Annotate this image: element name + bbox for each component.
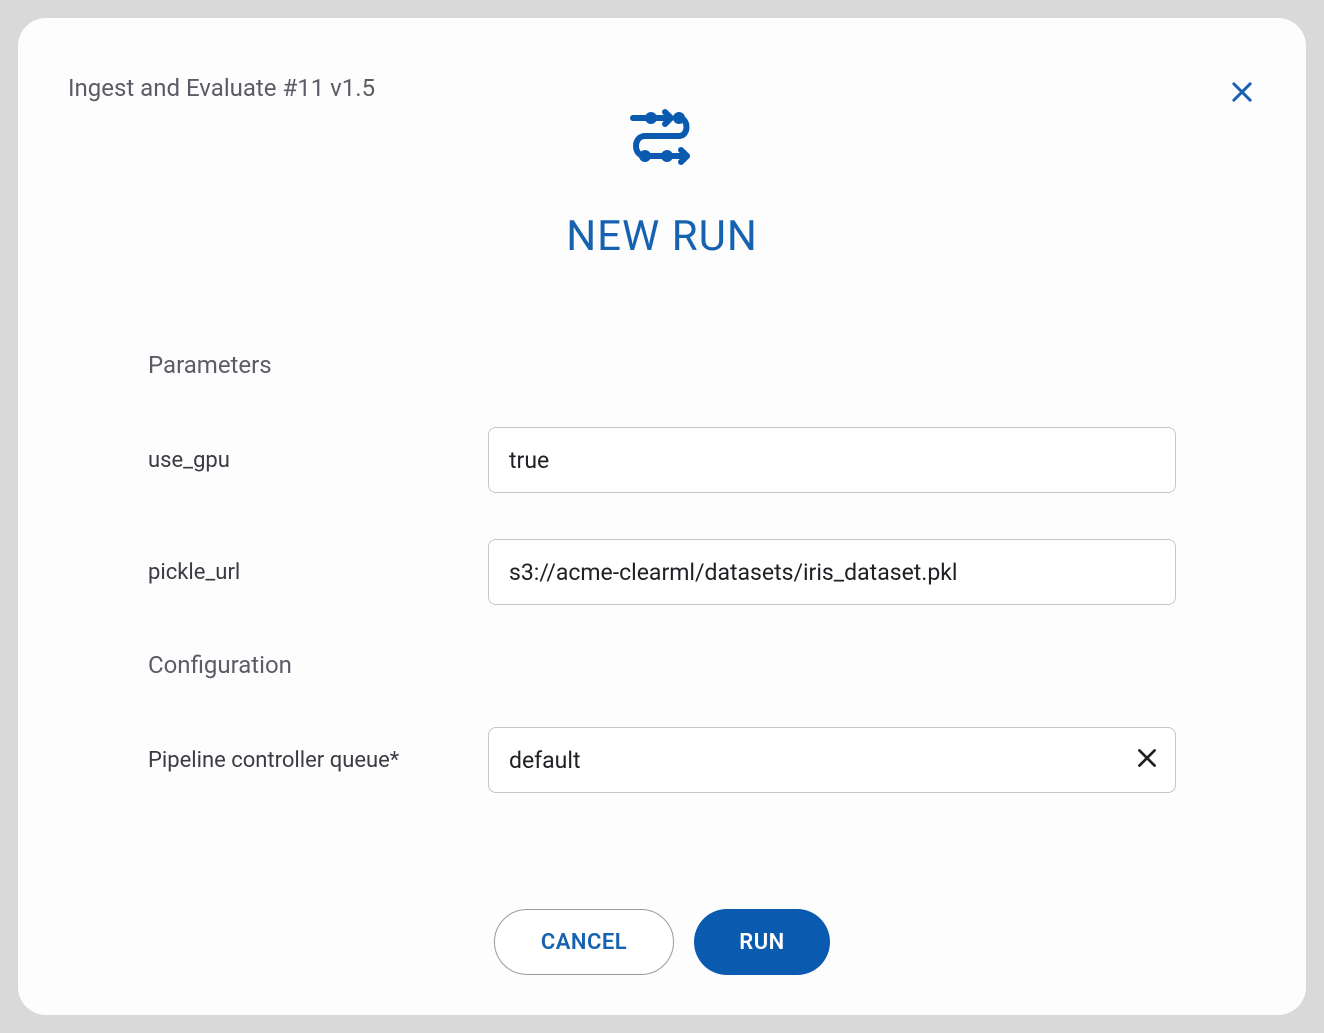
close-button[interactable] — [1228, 78, 1256, 110]
use-gpu-input[interactable] — [488, 427, 1176, 493]
modal-footer: CANCEL RUN — [68, 869, 1256, 975]
pickle-url-input-wrap — [488, 539, 1176, 605]
form-row-use-gpu: use_gpu — [148, 427, 1176, 493]
cancel-button[interactable]: CANCEL — [494, 909, 674, 975]
pickle-url-label: pickle_url — [148, 560, 488, 585]
parameters-section-header: Parameters — [148, 351, 1176, 379]
pipeline-subtitle: Ingest and Evaluate #11 v1.5 — [68, 74, 375, 102]
run-button[interactable]: RUN — [694, 909, 830, 975]
new-run-modal: Ingest and Evaluate #11 v1.5 NEW RUN Par… — [18, 18, 1306, 1015]
clear-queue-button[interactable] — [1134, 745, 1160, 775]
form-row-pipeline-queue: Pipeline controller queue* — [148, 727, 1176, 793]
pickle-url-input[interactable] — [488, 539, 1176, 605]
pipeline-icon — [627, 106, 697, 172]
use-gpu-label: use_gpu — [148, 448, 488, 473]
form-body: Parameters use_gpu pickle_url Configurat… — [68, 351, 1256, 869]
configuration-section-header: Configuration — [148, 651, 1176, 679]
modal-header: Ingest and Evaluate #11 v1.5 NEW RUN — [68, 68, 1256, 261]
use-gpu-input-wrap — [488, 427, 1176, 493]
pipeline-queue-input[interactable] — [488, 727, 1176, 793]
close-icon — [1228, 78, 1256, 106]
clear-icon — [1134, 745, 1160, 771]
pipeline-queue-label: Pipeline controller queue* — [148, 748, 488, 773]
form-row-pickle-url: pickle_url — [148, 539, 1176, 605]
modal-title: NEW RUN — [566, 212, 758, 261]
pipeline-queue-input-wrap — [488, 727, 1176, 793]
